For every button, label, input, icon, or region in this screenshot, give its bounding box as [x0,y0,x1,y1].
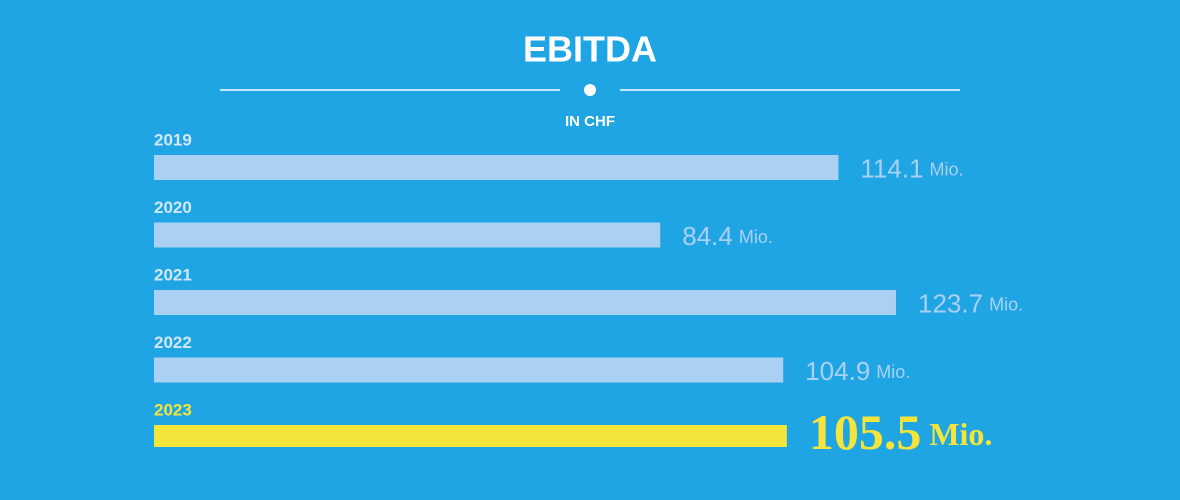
value-label: 105.5 Mio. [809,404,993,460]
value-label: 114.1 Mio. [860,153,963,183]
bar [154,155,839,180]
value-number: 84.4 [682,221,733,251]
value-number: 114.1 [860,153,923,183]
value-unit: Mio. [929,416,992,452]
category-label: 2023 [154,400,192,419]
value-number: 105.5 [809,404,922,460]
value-unit: Mio. [989,294,1023,314]
value-unit: Mio. [876,362,910,382]
bar [154,222,661,248]
value-label: 84.4 Mio. [682,221,773,251]
value-label: 123.7 Mio. [918,288,1023,318]
value-label: 104.9 Mio. [805,356,910,386]
chart-subtitle: IN CHF [565,113,615,130]
category-label: 2019 [154,130,192,149]
category-label: 2022 [154,333,192,352]
chart-title: EBITDA [523,29,657,70]
bar [154,425,787,447]
category-label: 2020 [154,198,192,217]
value-number: 104.9 [805,356,870,386]
value-unit: Mio. [739,227,773,247]
bar [154,290,896,315]
category-label: 2021 [154,265,192,284]
divider-dot [584,84,596,96]
value-unit: Mio. [930,159,964,179]
bar [154,357,784,383]
value-number: 123.7 [918,288,983,318]
